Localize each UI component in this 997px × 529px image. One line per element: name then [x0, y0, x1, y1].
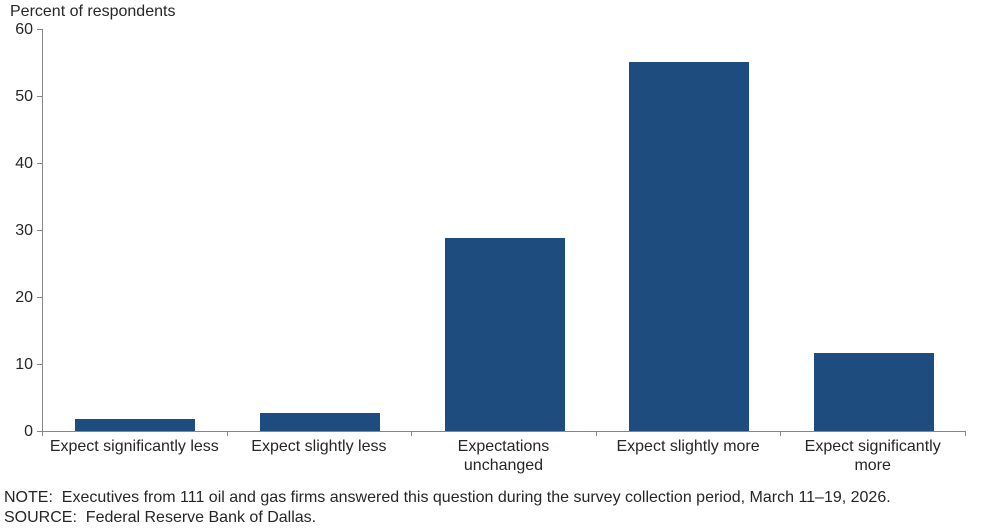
- y-tick-30: [37, 230, 42, 231]
- x-axis-labels: Expect significantly less Expect slightly…: [42, 437, 965, 475]
- y-tick-0: [37, 431, 42, 432]
- x-category-label-1: Expect significantly less: [49, 438, 219, 455]
- y-tick-10: [37, 364, 42, 365]
- bar-1: [75, 419, 195, 431]
- y-tick-60: [37, 29, 42, 30]
- x-tick-3: [596, 431, 597, 436]
- x-category-label-5: Expect significantly more: [804, 438, 941, 474]
- y-tick-label-40: 40: [15, 155, 33, 172]
- bar-2: [260, 413, 380, 431]
- plot-area: 0 10 20 30 40 50 60: [15, 21, 966, 440]
- y-tick-label-20: 20: [15, 289, 33, 306]
- x-tick-1: [227, 431, 228, 436]
- y-tick-40: [37, 163, 42, 164]
- y-tick-label-60: 60: [15, 21, 33, 38]
- chart-footer: NOTE: Executives from 111 oil and gas fi…: [4, 488, 891, 528]
- x-tick-2: [411, 431, 412, 436]
- note-text: NOTE: Executives from 111 oil and gas fi…: [4, 489, 891, 506]
- y-tick-label-50: 50: [15, 88, 33, 105]
- chart-title: Percent of respondents: [10, 3, 176, 20]
- y-tick-50: [37, 96, 42, 97]
- x-tick-4: [780, 431, 781, 436]
- source-text: SOURCE: Federal Reserve Bank of Dallas.: [4, 509, 317, 526]
- x-tick-0: [42, 431, 43, 436]
- x-category-label-4: Expect slightly more: [616, 438, 760, 455]
- x-category-label-3: Expectations unchanged: [457, 438, 550, 474]
- y-tick-20: [37, 297, 42, 298]
- y-tick-label-30: 30: [15, 222, 33, 239]
- y-tick-label-0: 0: [24, 423, 33, 440]
- y-tick-label-10: 10: [15, 356, 33, 373]
- x-tick-5: [965, 431, 966, 436]
- bar-3: [445, 238, 565, 431]
- x-category-label-2: Expect slightly less: [251, 438, 387, 455]
- bar-5: [814, 353, 934, 431]
- bar-4: [629, 62, 749, 431]
